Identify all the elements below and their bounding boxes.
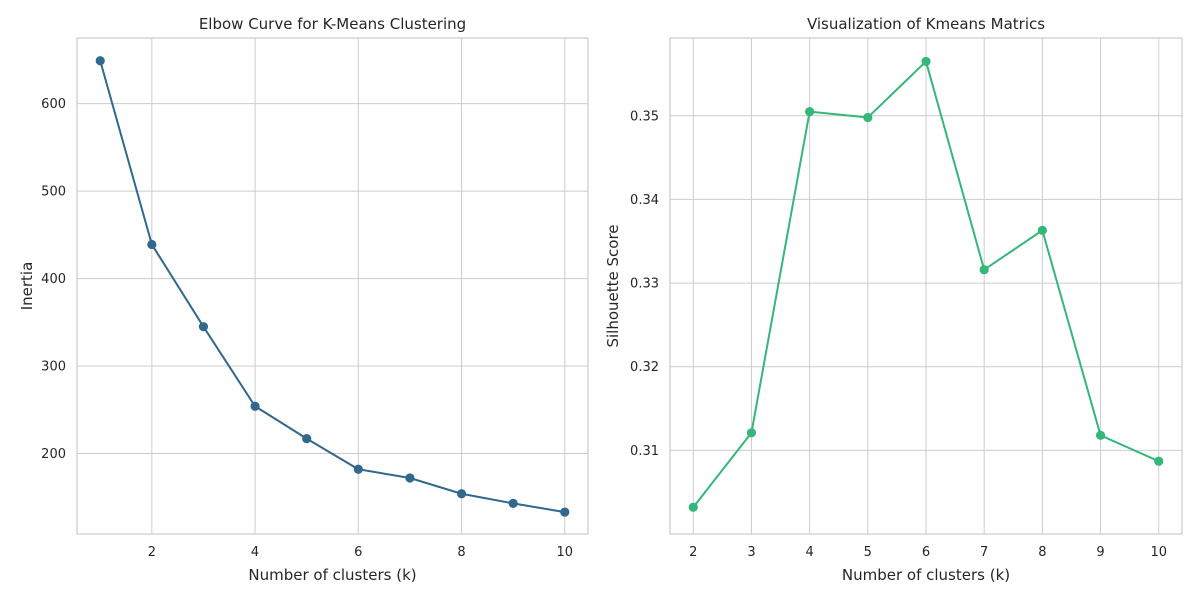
silhouette-chart-x-tick-label: 2	[689, 545, 697, 560]
silhouette-chart: Visualization of Kmeans Matrics Number o…	[604, 15, 1183, 584]
silhouette-chart-x-axis-label: Number of clusters (k)	[842, 566, 1010, 584]
silhouette-chart-data-point	[863, 112, 873, 123]
elbow-chart-series-line	[99, 60, 565, 514]
elbow-chart-x-axis-label: Number of clusters (k)	[248, 566, 416, 584]
silhouette-chart-data-point	[1037, 225, 1047, 235]
elbow-chart-data-point	[95, 56, 105, 66]
silhouette-chart-y-axis-label: Silhouette Score	[604, 224, 622, 347]
elbow-chart-data-point	[147, 239, 157, 250]
elbow-chart-x-tick-label: 6	[354, 545, 362, 560]
elbow-chart-data-point	[250, 401, 260, 411]
elbow-chart-x-tick-label: 8	[457, 545, 465, 560]
elbow-chart-x-tick-label: 10	[556, 545, 573, 560]
elbow-chart-data-point	[560, 507, 570, 517]
elbow-chart-x-tick-label: 2	[148, 545, 156, 560]
elbow-chart-y-tick-label: 200	[41, 447, 66, 462]
silhouette-chart-y-tick-label: 0.34	[630, 193, 659, 208]
silhouette-chart-x-tick-label: 6	[922, 545, 930, 560]
silhouette-chart-x-tick-label: 3	[747, 545, 755, 560]
silhouette-chart-x-tick-label: 4	[805, 545, 813, 560]
silhouette-chart-y-tick-label: 0.33	[630, 277, 659, 292]
elbow-chart-y-axis-label: Inertia	[18, 262, 36, 311]
silhouette-chart-x-tick-label: 10	[1150, 545, 1167, 560]
silhouette-chart-title: Visualization of Kmeans Matrics	[807, 15, 1045, 33]
elbow-chart-data-point	[405, 473, 415, 483]
silhouette-chart-y-tick-label: 0.31	[630, 444, 659, 459]
elbow-chart-data-point	[508, 498, 518, 508]
elbow-chart-y-tick-label: 400	[41, 272, 66, 287]
silhouette-chart-data-point	[1154, 456, 1164, 466]
elbow-chart-y-tick-label: 300	[41, 360, 66, 375]
elbow-chart-y-tick-label: 500	[41, 185, 66, 200]
silhouette-chart-data-point	[979, 265, 989, 275]
elbow-chart-data-point	[302, 434, 312, 444]
silhouette-chart-x-tick-label: 5	[864, 545, 872, 560]
elbow-chart-data-point	[198, 322, 209, 332]
silhouette-chart-data-point	[746, 428, 757, 438]
silhouette-chart-data-point	[1095, 430, 1106, 440]
silhouette-chart-data-point	[688, 502, 698, 512]
elbow-chart-data-point	[456, 489, 467, 499]
elbow-chart-x-tick-label: 4	[251, 545, 259, 560]
silhouette-chart-plot-area	[669, 37, 1183, 535]
silhouette-chart-x-tick-label: 9	[1096, 545, 1104, 560]
silhouette-chart-x-tick-label: 7	[980, 545, 988, 560]
silhouette-chart-data-point	[921, 56, 931, 67]
silhouette-chart-data-point	[805, 107, 815, 117]
elbow-chart-title: Elbow Curve for K-Means Clustering	[199, 15, 466, 33]
elbow-chart-y-tick-label: 600	[41, 97, 66, 112]
elbow-chart-plot-area	[76, 37, 589, 535]
silhouette-chart-x-tick-label: 8	[1038, 545, 1046, 560]
elbow-chart-data-point	[353, 464, 363, 474]
elbow-chart: Elbow Curve for K-Means Clustering Numbe…	[18, 15, 589, 584]
silhouette-chart-y-tick-label: 0.35	[630, 109, 659, 124]
silhouette-chart-y-tick-label: 0.32	[630, 360, 659, 375]
